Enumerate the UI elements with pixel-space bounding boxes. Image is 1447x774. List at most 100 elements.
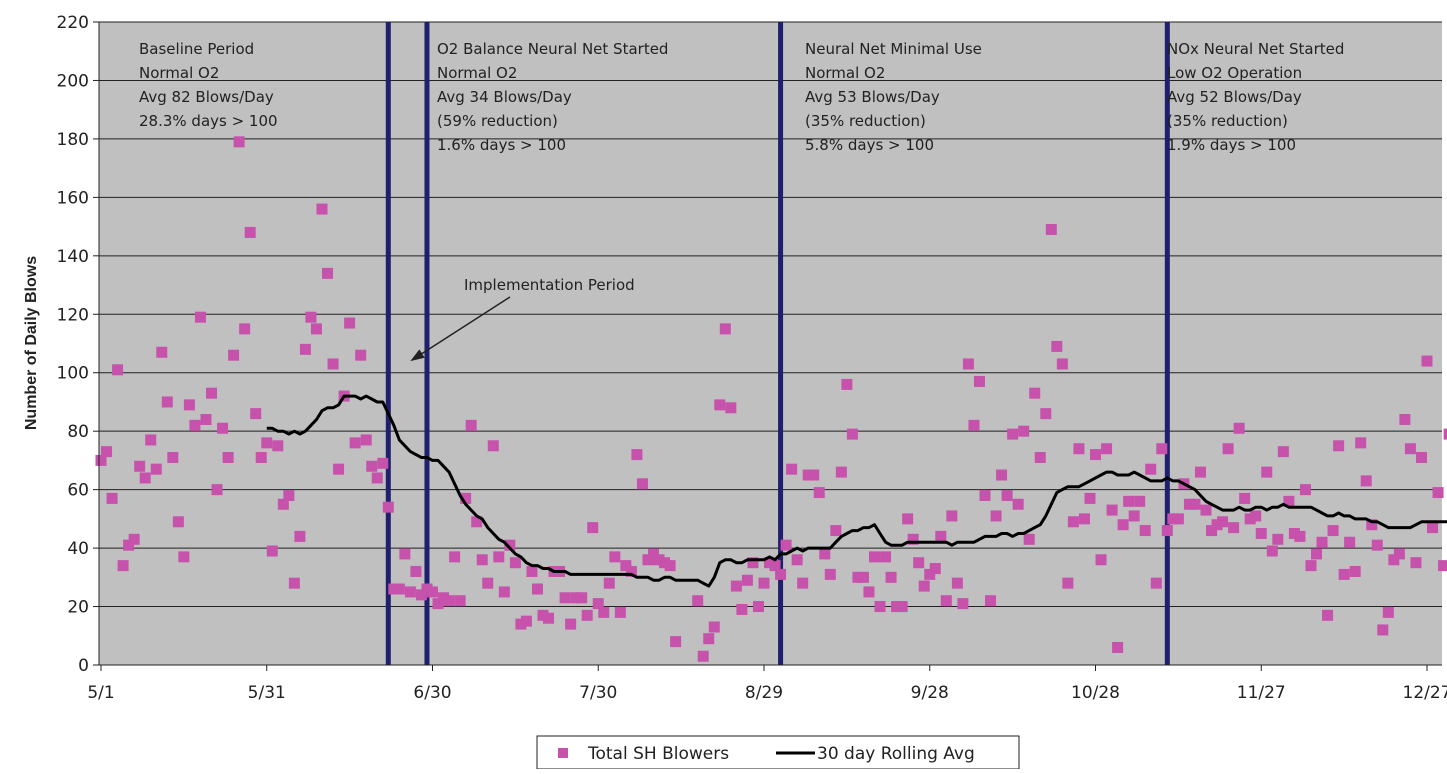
scatter-point <box>1118 519 1129 530</box>
scatter-point <box>1151 578 1162 589</box>
scatter-point <box>1317 537 1328 548</box>
scatter-point <box>742 575 753 586</box>
scatter-point <box>344 318 355 329</box>
x-tick-label: 8/29 <box>745 683 783 703</box>
scatter-point <box>455 595 466 606</box>
scatter-point <box>1046 224 1057 235</box>
scatter-point <box>1051 341 1062 352</box>
scatter-point <box>145 434 156 445</box>
scatter-point <box>919 581 930 592</box>
y-tick-label: 220 <box>57 13 89 33</box>
scatter-point <box>283 490 294 501</box>
scatter-point <box>609 551 620 562</box>
annotation-line: 1.9% days > 100 <box>1167 136 1296 154</box>
scatter-point <box>366 461 377 472</box>
scatter-point <box>1377 624 1388 635</box>
scatter-point <box>1029 388 1040 399</box>
scatter-point <box>272 440 283 451</box>
scatter-point <box>1300 484 1311 495</box>
scatter-point <box>968 420 979 431</box>
scatter-point <box>1107 505 1118 516</box>
scatter-point <box>129 534 140 545</box>
scatter-point <box>1267 546 1278 557</box>
scatter-point <box>1018 426 1029 437</box>
annotation-line: Baseline Period <box>139 40 254 58</box>
x-tick-label: 10/28 <box>1071 683 1120 703</box>
scatter-point <box>1311 548 1322 559</box>
scatter-point <box>1101 443 1112 454</box>
legend-label-line: 30 day Rolling Avg <box>817 744 975 764</box>
scatter-point <box>245 227 256 238</box>
scatter-point <box>1272 534 1283 545</box>
scatter-point <box>383 502 394 513</box>
scatter-point <box>941 595 952 606</box>
scatter-point <box>361 434 372 445</box>
scatter-point <box>488 440 499 451</box>
scatter-point <box>322 268 333 279</box>
scatter-point <box>565 619 576 630</box>
scatter-point <box>1250 510 1261 521</box>
scatter-point <box>1096 554 1107 565</box>
annotation-line: Normal O2 <box>139 64 219 82</box>
scatter-point <box>311 323 322 334</box>
scatter-point <box>935 531 946 542</box>
scatter-point <box>140 472 151 483</box>
scatter-point <box>1427 522 1438 533</box>
annotation-line: Avg 52 Blows/Day <box>1167 88 1302 106</box>
annotation-line: (35% reduction) <box>1167 112 1288 130</box>
scatter-point <box>261 437 272 448</box>
scatter-point <box>333 464 344 475</box>
scatter-point <box>1333 440 1344 451</box>
scatter-point <box>173 516 184 527</box>
y-tick-label: 100 <box>57 364 89 384</box>
scatter-point <box>427 586 438 597</box>
annotation-line: O2 Balance Neural Net Started <box>437 40 668 58</box>
scatter-point <box>902 513 913 524</box>
scatter-point <box>1090 449 1101 460</box>
scatter-point <box>162 396 173 407</box>
scatter-point <box>1013 499 1024 510</box>
scatter-point <box>869 551 880 562</box>
scatter-point <box>1057 358 1068 369</box>
scatter-point <box>107 493 118 504</box>
scatter-point <box>963 358 974 369</box>
scatter-point <box>875 601 886 612</box>
scatter-point <box>372 472 383 483</box>
scatter-point <box>1145 464 1156 475</box>
scatter-point <box>980 490 991 501</box>
scatter-point <box>493 551 504 562</box>
scatter-point <box>692 595 703 606</box>
scatter-point <box>1123 496 1134 507</box>
scatter-point <box>1140 525 1151 536</box>
scatter-point <box>952 578 963 589</box>
scatter-point <box>101 446 112 457</box>
scatter-point <box>957 598 968 609</box>
scatter-point <box>775 569 786 580</box>
y-tick-label: 60 <box>67 481 89 501</box>
y-tick-label: 160 <box>57 188 89 208</box>
x-tick-label: 6/30 <box>413 683 451 703</box>
scatter-point <box>781 540 792 551</box>
scatter-point <box>499 586 510 597</box>
scatter-point <box>1040 408 1051 419</box>
scatter-point <box>598 607 609 618</box>
scatter-point <box>1129 510 1140 521</box>
scatter-point <box>1339 569 1350 580</box>
scatter-point <box>466 420 477 431</box>
scatter-point <box>1256 528 1267 539</box>
scatter-point <box>604 578 615 589</box>
scatter-point <box>405 586 416 597</box>
scatter-point <box>709 622 720 633</box>
scatter-point <box>1344 537 1355 548</box>
scatter-point <box>1239 493 1250 504</box>
y-tick-label: 20 <box>67 598 89 618</box>
scatter-point <box>1294 531 1305 542</box>
scatter-point <box>753 601 764 612</box>
scatter-point <box>1084 493 1095 504</box>
annotation-line: 1.6% days > 100 <box>437 136 566 154</box>
scatter-point <box>239 323 250 334</box>
scatter-point <box>819 548 830 559</box>
legend-label-scatter: Total SH Blowers <box>587 744 729 764</box>
scatter-point <box>167 452 178 463</box>
